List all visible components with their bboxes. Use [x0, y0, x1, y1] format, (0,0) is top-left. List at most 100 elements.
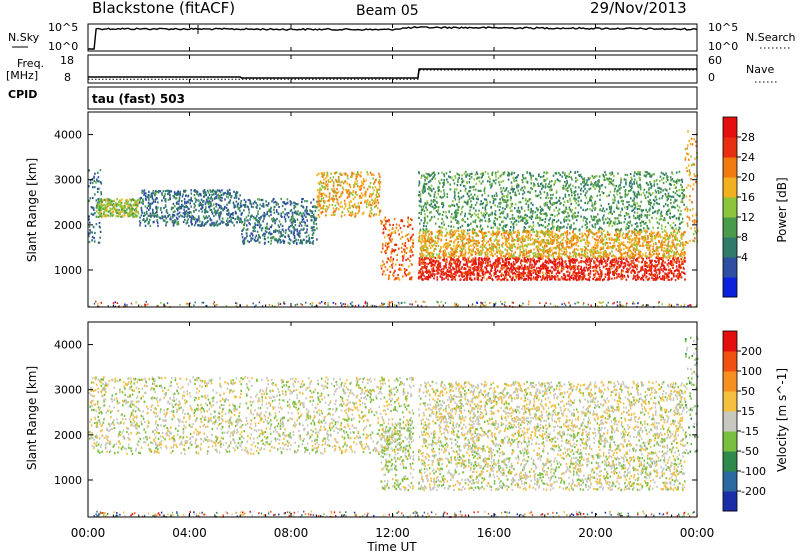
scatter-point [236, 221, 238, 224]
scatter-point [648, 246, 651, 249]
scatter-point [309, 209, 311, 212]
scatter-point [515, 261, 518, 264]
scatter-point [681, 232, 683, 235]
scatter-point [487, 259, 489, 262]
scatter-point [644, 264, 646, 267]
scatter-point [250, 216, 252, 219]
scatter-point [270, 239, 273, 242]
scatter-point [423, 262, 425, 265]
scatter-point [360, 171, 362, 174]
scatter-point [270, 210, 272, 213]
scatter-point [288, 238, 291, 241]
scatter-point [98, 180, 100, 183]
scatter-point [508, 273, 511, 276]
scatter-point [624, 261, 626, 265]
scatter-point [454, 260, 457, 263]
scatter-point [556, 274, 559, 278]
scatter-point [391, 238, 393, 241]
scatter-point [645, 257, 648, 260]
scatter-point [323, 174, 325, 177]
scatter-point [317, 205, 319, 208]
scatter-point [407, 257, 409, 260]
scatter-point [523, 244, 526, 247]
scatter-point [529, 230, 531, 233]
scatter-point [241, 233, 243, 236]
scatter-point [432, 253, 434, 256]
scatter-point [503, 234, 506, 237]
scatter-point [221, 207, 223, 210]
scatter-point [166, 211, 169, 214]
scatter-point [537, 245, 540, 249]
scatter-point [523, 257, 526, 260]
scatter-point [168, 191, 171, 194]
scatter-point [186, 200, 188, 203]
scatter-point [375, 201, 377, 204]
scatter-point [578, 277, 580, 280]
scatter-point [322, 199, 325, 202]
scatter-point [404, 248, 406, 251]
scatter-point [389, 232, 391, 235]
scatter-point [160, 207, 162, 210]
scatter-point [498, 257, 501, 260]
scatter-point [513, 231, 515, 234]
scatter-point [251, 214, 253, 218]
scatter-point [481, 265, 483, 268]
scatter-point [263, 233, 266, 236]
scatter-point [320, 211, 322, 214]
scatter-point [505, 239, 508, 242]
scatter-point [398, 247, 400, 250]
scatter-point [351, 213, 353, 216]
scatter-point [185, 189, 187, 192]
scatter-point [370, 195, 372, 198]
scatter-point [313, 216, 315, 219]
scatter-point [574, 268, 576, 271]
scatter-point [372, 177, 375, 180]
scatter-point [458, 264, 461, 267]
scatter-point [407, 233, 410, 236]
scatter-point [93, 208, 95, 211]
scatter-point [443, 257, 446, 260]
scatter-point [391, 250, 394, 253]
scatter-point [174, 192, 176, 196]
scatter-point [394, 243, 396, 246]
scatter-point [398, 263, 401, 266]
scatter-point [466, 274, 468, 277]
scatter-point [540, 240, 542, 243]
scatter-point [405, 268, 408, 272]
scatter-point [684, 256, 686, 259]
scatter-point [444, 253, 447, 256]
scatter-point [154, 200, 157, 203]
scatter-point [311, 233, 314, 236]
scatter-point [197, 224, 199, 227]
scatter-point [344, 205, 347, 208]
scatter-point [538, 253, 540, 256]
scatter-point [303, 220, 305, 223]
scatter-point [483, 258, 486, 262]
scatter-point [682, 266, 685, 269]
scatter-point [473, 269, 475, 272]
scatter-point [565, 265, 567, 268]
scatter-point [274, 200, 277, 203]
scatter-point [597, 229, 600, 232]
scatter-point [663, 276, 666, 279]
scatter-point [174, 205, 176, 208]
scatter-point [373, 213, 376, 216]
scatter-point [542, 241, 544, 244]
scatter-point [143, 211, 146, 215]
scatter-point [484, 244, 486, 247]
scatter-point [608, 267, 611, 271]
scatter-point [645, 241, 648, 244]
scatter-point [659, 266, 662, 269]
scatter-point [653, 253, 655, 256]
scatter-point [660, 257, 662, 260]
scatter-point [622, 266, 625, 269]
scatter-point [472, 244, 474, 247]
scatter-point [139, 198, 142, 201]
scatter-point [211, 221, 213, 225]
scatter-point [381, 264, 384, 267]
scatter-point [491, 265, 493, 268]
scatter-point [554, 277, 556, 280]
scatter-point [659, 257, 661, 260]
scatter-point [468, 271, 471, 274]
scatter-point [439, 231, 442, 234]
